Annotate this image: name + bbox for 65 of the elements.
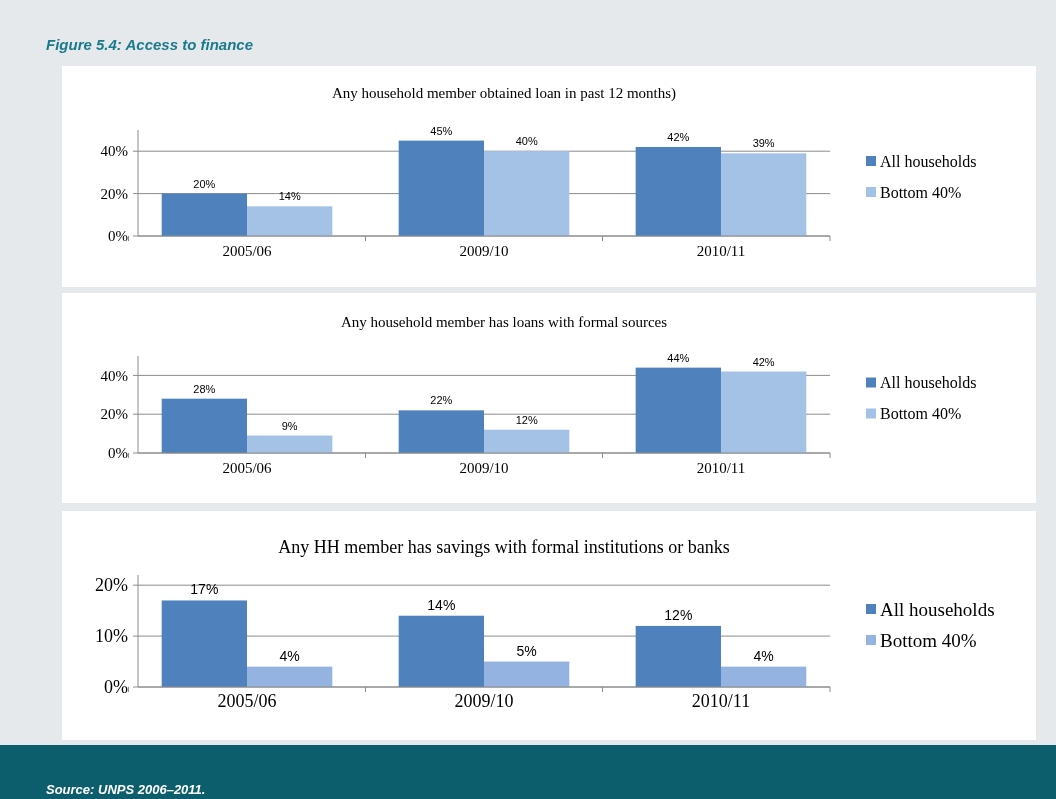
bar: [161, 193, 248, 236]
y-tick-label: 20%: [100, 406, 128, 423]
x-tick-label: 2009/10: [454, 691, 514, 711]
chart-title: Any household member obtained loan in past 12 months): [331, 85, 677, 102]
data-label: 5%: [516, 642, 537, 659]
y-tick-label: 40%: [100, 143, 128, 160]
y-tick-label: 0%: [104, 677, 128, 698]
data-label: 14%: [427, 596, 456, 613]
x-tick-label: 2009/10: [459, 460, 509, 476]
bar: [247, 666, 333, 687]
data-label: 17%: [190, 581, 219, 598]
x-tick-label: 2005/06: [222, 460, 273, 476]
y-tick-label: 20%: [95, 575, 128, 596]
legend-label: All households: [880, 152, 977, 170]
bar: [161, 398, 248, 453]
legend-label: All households: [880, 598, 995, 620]
data-label: 45%: [430, 124, 453, 137]
bar: [247, 435, 333, 453]
bar: [247, 206, 333, 236]
data-label: 40%: [515, 135, 538, 148]
x-tick-label: 2010/11: [696, 460, 746, 476]
legend-label: All households: [880, 374, 977, 392]
data-label: 12%: [664, 606, 693, 623]
data-label: 4%: [753, 647, 774, 664]
data-label: 22%: [430, 394, 453, 407]
y-tick-label: 40%: [100, 367, 128, 384]
data-label: 9%: [281, 419, 298, 432]
x-tick-label: 2005/06: [222, 243, 273, 259]
y-tick-label: 10%: [95, 626, 128, 647]
legend-label: Bottom 40%: [880, 183, 962, 201]
data-label: 44%: [667, 351, 690, 364]
bar: [484, 429, 570, 453]
data-label: 42%: [752, 355, 775, 368]
bar: [635, 367, 721, 453]
chart-title: Any HH member has savings with formal institutions or banks: [278, 537, 730, 557]
x-tick-label: 2010/11: [691, 691, 751, 711]
x-tick-label: 2010/11: [696, 243, 746, 259]
data-label: 12%: [515, 413, 538, 426]
bar: [720, 153, 807, 236]
legend-label: Bottom 40%: [880, 405, 962, 423]
legend-label: Bottom 40%: [880, 629, 977, 651]
x-tick-label: 2005/06: [217, 691, 277, 711]
bar: [720, 371, 807, 453]
bar: [484, 151, 570, 236]
bar: [635, 146, 721, 236]
source-note: Source: UNPS 2006–2011.: [46, 782, 206, 797]
chart-title: Any household member has loans with formal sources: [340, 314, 668, 330]
data-label: 20%: [193, 177, 216, 190]
y-tick-label: 0%: [108, 228, 128, 245]
data-label: 4%: [279, 647, 300, 664]
data-label: 39%: [752, 137, 775, 150]
bar: [398, 615, 484, 687]
y-tick-label: 20%: [100, 185, 128, 202]
caption: Figure 5.4: Access to finance: [46, 36, 254, 53]
bar: [484, 661, 570, 687]
bar: [398, 410, 484, 453]
bar: [635, 625, 721, 687]
bar: [398, 140, 484, 236]
data-label: 28%: [193, 382, 216, 395]
bar: [161, 600, 248, 687]
y-tick-label: 0%: [108, 445, 128, 462]
bar: [720, 666, 807, 687]
data-label: 42%: [667, 130, 690, 143]
x-tick-label: 2009/10: [459, 243, 509, 259]
data-label: 14%: [278, 190, 301, 203]
